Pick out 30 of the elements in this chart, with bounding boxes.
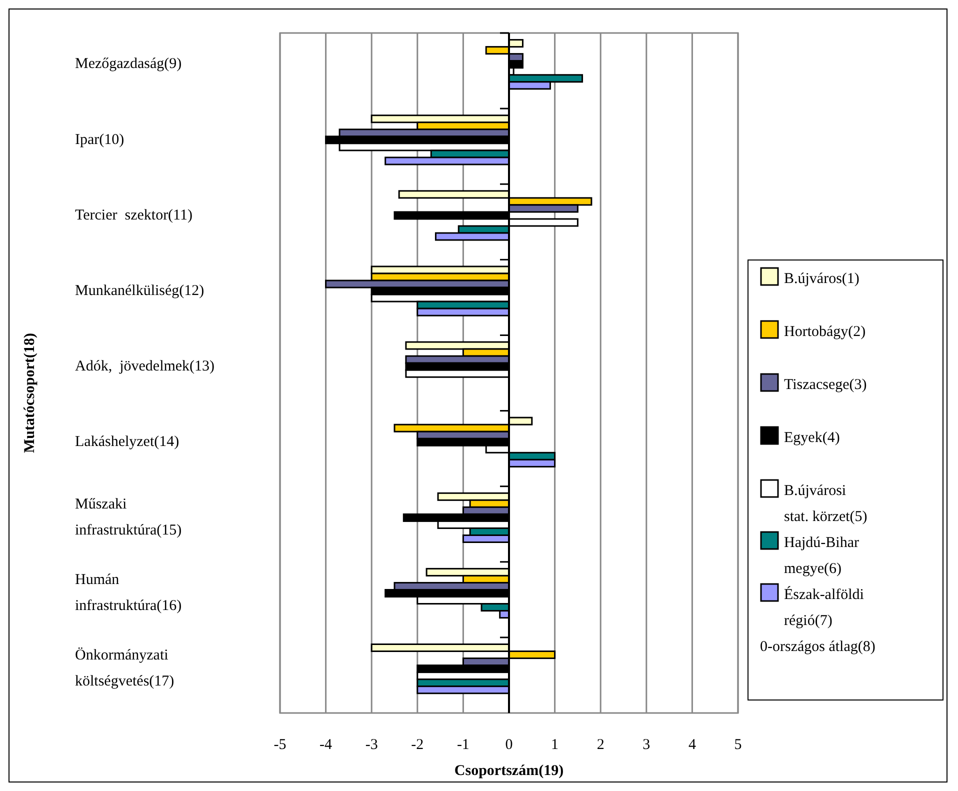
y-tick-label: Humán infrastruktúra(16) <box>75 572 182 614</box>
x-tick-label: -5 <box>274 737 286 753</box>
y-axis-title: Mutatócsoport(18) <box>22 333 38 453</box>
legend-label: Észak-alföldi régió(7) <box>784 586 864 629</box>
text: 0-országos átlag(8) <box>760 639 876 655</box>
x-tick-label: 5 <box>734 737 742 753</box>
x-axis-title: Csoportszám(19) <box>454 763 564 779</box>
x-tick-label: -2 <box>411 737 424 753</box>
x-tick-label: 0 <box>505 737 513 753</box>
y-tick-label: Mezőgazdaság(9) <box>75 56 182 72</box>
legend-label: Hajdú-Bihar megye(6) <box>784 535 859 577</box>
y-tick-label: Ipar(10) <box>75 132 124 148</box>
legend-label: Egyek(4) <box>784 430 840 446</box>
x-tick-label: 1 <box>551 737 559 753</box>
y-tick-label: Műszaki infrastruktúra(15) <box>75 496 182 539</box>
legend-label: B.újváros(1) <box>784 271 860 287</box>
legend-label: Tiszacsege(3) <box>784 377 867 393</box>
legend-label: B.újvárosi stat. körzet(5) <box>784 483 868 525</box>
y-tick-label: Lakáshelyzet(14) <box>75 434 180 450</box>
x-tick-label: -1 <box>456 737 470 753</box>
x-tick-label: -3 <box>365 737 378 753</box>
x-tick-label: 4 <box>688 737 696 753</box>
y-tick-label: Adók, jövedelmek(13) <box>75 358 215 374</box>
legend-label: Hortobágy(2) <box>784 324 866 340</box>
x-tick-label: 3 <box>642 737 650 753</box>
x-tick-label: 2 <box>596 737 604 753</box>
y-tick-label: Tercier szektor(11) <box>75 207 192 224</box>
x-tick-label: -4 <box>320 737 333 753</box>
y-tick-label: Önkormányzati költségvetés(17) <box>75 646 174 690</box>
y-tick-label: Munkanélküliség(12) <box>75 282 204 299</box>
